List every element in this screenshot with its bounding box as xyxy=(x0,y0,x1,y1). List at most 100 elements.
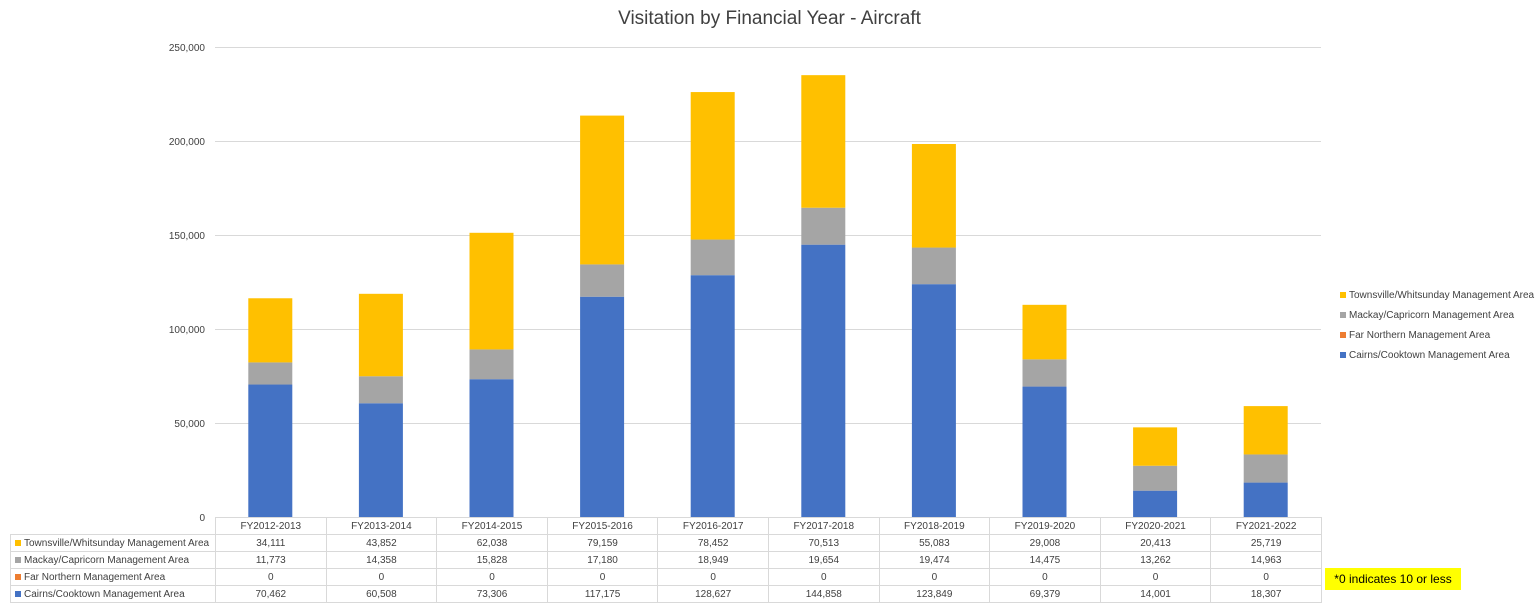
bar-segment xyxy=(911,247,956,285)
bar-segment xyxy=(1133,490,1178,517)
bar-segment xyxy=(248,298,293,363)
legend-label: Townsville/Whitsunday Management Area xyxy=(1349,289,1535,301)
data-label: 43,852 xyxy=(325,534,438,552)
bar-segment xyxy=(1243,406,1288,455)
bar-segment xyxy=(690,275,735,517)
data-label: 0 xyxy=(1099,568,1212,586)
bar-segment xyxy=(911,143,956,248)
data-table: FY2012-2013 FY2013-2014 FY2014-2015 FY2015-… xyxy=(10,517,1322,603)
data-label: 55,083 xyxy=(878,534,991,552)
y-tick-label: 150,000 xyxy=(169,231,206,242)
table-row-header: Cairns/Cooktown Management Area xyxy=(10,585,216,603)
legend-item: Townsville/Whitsunday Management Area xyxy=(1340,285,1534,305)
data-label: 144,858 xyxy=(767,585,880,603)
bar-segment xyxy=(580,296,625,517)
data-label: 0 xyxy=(325,568,438,586)
legend-swatch xyxy=(1340,332,1346,338)
bar-segment xyxy=(1022,359,1067,387)
bar-segment xyxy=(801,75,846,208)
data-label: 0 xyxy=(767,568,880,586)
data-label: 20,413 xyxy=(1099,534,1212,552)
bar-segment xyxy=(801,244,846,517)
y-tick-label: 100,000 xyxy=(169,325,206,336)
bar-segment xyxy=(690,239,735,276)
row-label: Cairns/Cooktown Management Area xyxy=(24,588,185,600)
data-label: 14,475 xyxy=(989,551,1101,569)
data-label: 73,306 xyxy=(436,585,548,603)
chart-legend: Townsville/Whitsunday Management Area Mac… xyxy=(1340,285,1534,365)
table-row: Mackay/Capricorn Management Area 11,773 14… xyxy=(10,551,1322,569)
data-label: 29,008 xyxy=(989,534,1101,552)
legend-item: Cairns/Cooktown Management Area xyxy=(1340,345,1534,365)
bar-segment xyxy=(911,284,956,517)
legend-swatch xyxy=(1340,292,1346,298)
data-label: 70,513 xyxy=(767,534,880,552)
data-label: 14,358 xyxy=(325,551,438,569)
data-label: 0 xyxy=(436,568,548,586)
bar-segment xyxy=(358,403,403,517)
legend-item: Far Northern Management Area xyxy=(1340,325,1534,345)
table-corner xyxy=(10,517,216,535)
bar-segment xyxy=(580,115,625,265)
data-label: 62,038 xyxy=(436,534,548,552)
data-label: 0 xyxy=(215,568,327,586)
data-label: 18,949 xyxy=(657,551,769,569)
row-swatch xyxy=(15,573,21,580)
bar-segment xyxy=(1243,454,1288,483)
row-label: Townsville/Whitsunday Management Area xyxy=(24,537,210,549)
data-label: 14,963 xyxy=(1210,551,1322,569)
data-label: 0 xyxy=(657,568,769,586)
data-label: 69,379 xyxy=(989,585,1101,603)
x-tick-label: FY2015-2016 xyxy=(546,517,659,535)
x-tick-label: FY2016-2017 xyxy=(657,517,769,535)
bar-segment xyxy=(469,232,514,350)
data-label: 123,849 xyxy=(878,585,991,603)
data-label: 15,828 xyxy=(436,551,548,569)
legend-label: Mackay/Capricorn Management Area xyxy=(1349,309,1515,321)
x-tick-label: FY2013-2014 xyxy=(325,517,438,535)
bar-segment xyxy=(580,264,625,297)
x-tick-label: FY2018-2019 xyxy=(878,517,991,535)
data-label: 128,627 xyxy=(657,585,769,603)
data-label: 25,719 xyxy=(1210,534,1322,552)
chart-title: Visitation by Financial Year - Aircraft xyxy=(618,8,921,29)
legend-swatch xyxy=(1340,312,1346,318)
data-label: 17,180 xyxy=(546,551,659,569)
y-tick-label: 50,000 xyxy=(174,419,205,430)
bar-segment xyxy=(248,362,293,385)
row-swatch xyxy=(15,539,21,546)
bar-segment xyxy=(248,384,293,517)
row-label: Mackay/Capricorn Management Area xyxy=(24,554,190,566)
table-row: Far Northern Management Area 0 0 0 0 0 0 0 0 0 0 xyxy=(10,568,1322,586)
data-label: 70,462 xyxy=(215,585,327,603)
data-label: 0 xyxy=(546,568,659,586)
table-row: Townsville/Whitsunday Management Area 34,… xyxy=(10,534,1322,552)
data-label: 60,508 xyxy=(325,585,438,603)
x-tick-label: FY2019-2020 xyxy=(989,517,1101,535)
bar-segment xyxy=(690,92,735,240)
bar-segment xyxy=(469,379,514,517)
data-label: 78,452 xyxy=(657,534,769,552)
footnote-badge: *0 indicates 10 or less xyxy=(1325,568,1461,590)
data-label: 0 xyxy=(989,568,1101,586)
x-tick-label: FY2012-2013 xyxy=(215,517,327,535)
bar-segment xyxy=(358,376,403,404)
data-label: 19,654 xyxy=(767,551,880,569)
bar-segment xyxy=(1022,304,1067,360)
data-label: 79,159 xyxy=(546,534,659,552)
bar-segment xyxy=(1133,465,1178,491)
table-row-header: Townsville/Whitsunday Management Area xyxy=(10,534,216,552)
legend-swatch xyxy=(1340,352,1346,358)
x-tick-label: FY2017-2018 xyxy=(767,517,880,535)
x-tick-label: FY2020-2021 xyxy=(1099,517,1212,535)
data-label: 117,175 xyxy=(546,585,659,603)
data-label: 13,262 xyxy=(1099,551,1212,569)
legend-label: Far Northern Management Area xyxy=(1349,329,1491,341)
data-label: 34,111 xyxy=(215,534,327,552)
data-label: 18,307 xyxy=(1210,585,1322,603)
legend-label: Cairns/Cooktown Management Area xyxy=(1349,349,1510,361)
y-tick-label: 200,000 xyxy=(169,137,206,148)
row-swatch xyxy=(15,590,21,597)
data-label: 19,474 xyxy=(878,551,991,569)
